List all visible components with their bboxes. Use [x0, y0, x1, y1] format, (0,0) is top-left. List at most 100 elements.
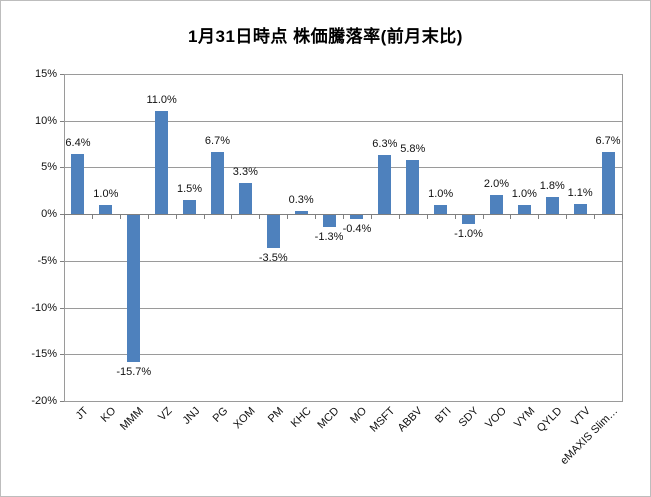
x-tick-mark — [370, 215, 372, 220]
bar-sdy — [462, 215, 476, 225]
x-tick-mark — [594, 215, 596, 220]
data-label-pm: -3.5% — [258, 251, 288, 264]
data-label-khc: 0.3% — [288, 194, 314, 207]
x-tick-mark — [510, 215, 512, 220]
data-label-mmm: -15.7% — [116, 365, 152, 378]
gridline--20% — [64, 401, 622, 402]
gridline--5% — [64, 260, 622, 262]
x-tick-mark — [175, 215, 177, 220]
category-label-msft: MSFT — [367, 405, 398, 435]
category-label-xom: XOM — [231, 405, 258, 432]
x-tick-mark — [231, 215, 233, 220]
bar-jnj — [183, 200, 197, 215]
x-tick-mark — [566, 215, 568, 220]
y-tick-label-0: 0% — [41, 208, 57, 221]
data-label-ko: 1.0% — [93, 187, 119, 200]
data-label-qyld: 1.8% — [539, 180, 565, 193]
data-label-vym: 1.0% — [511, 187, 537, 200]
category-label-jt: JT — [73, 405, 91, 423]
category-label-khc: KHC — [288, 405, 314, 430]
y-tick-mark — [60, 120, 64, 122]
category-label-sdy: SDY — [456, 405, 482, 430]
data-label-bti: 1.0% — [428, 187, 454, 200]
bar-msft — [378, 155, 392, 215]
data-label-mo: -0.4% — [342, 222, 372, 235]
x-tick-mark — [343, 215, 344, 220]
category-label-voo: VOO — [483, 405, 509, 431]
bar-pg — [210, 151, 224, 215]
data-label-sdy: -1.0% — [454, 228, 483, 241]
bar-vtv — [573, 203, 587, 215]
data-label-pg: 6.7% — [204, 134, 230, 147]
x-tick-mark — [287, 215, 289, 220]
gridline--10% — [64, 307, 622, 309]
bar-vym — [517, 204, 531, 215]
y-tick-mark — [60, 307, 64, 309]
bar-abbv — [406, 159, 420, 215]
category-label-mcd: MCD — [315, 405, 342, 432]
plot-border-left — [64, 74, 65, 401]
x-tick-mark — [482, 215, 484, 220]
bar-voo — [489, 195, 503, 215]
data-label-mcd: -1.3% — [314, 231, 344, 244]
data-label-vtv: 1.1% — [567, 186, 593, 199]
x-tick-mark — [315, 215, 317, 220]
bar-khc — [294, 211, 308, 215]
bar-pm — [266, 215, 280, 248]
category-label-mo: MO — [348, 405, 370, 427]
data-label-emaxis-slim: 6.7% — [595, 134, 621, 147]
gridline--15% — [64, 354, 622, 356]
x-tick-mark — [91, 215, 93, 220]
category-label-bti: BTI — [432, 405, 454, 426]
x-tick-mark — [426, 215, 428, 220]
data-label-msft: 6.3% — [372, 138, 398, 151]
category-label-qyld: QYLD — [535, 405, 565, 435]
x-tick-mark — [147, 215, 149, 220]
category-label-pg: PG — [210, 405, 230, 425]
bar-mcd — [322, 215, 336, 228]
x-tick-mark — [622, 215, 623, 220]
data-label-voo: 2.0% — [483, 178, 509, 191]
bar-ko — [99, 204, 113, 215]
y-tick-label-20: -20% — [31, 395, 57, 407]
y-tick-mark — [60, 260, 64, 262]
y-tick-mark — [60, 401, 64, 402]
gridline-10% — [64, 120, 622, 122]
y-tick-label-10: 10% — [34, 114, 57, 127]
plot-border-right — [622, 74, 623, 402]
category-label-mmm: MMM — [118, 405, 147, 433]
x-tick-mark — [203, 215, 205, 220]
category-label-vym: VYM — [511, 405, 537, 431]
bar-xom — [238, 183, 252, 215]
y-tick-label-15: 15% — [34, 68, 57, 80]
y-tick-label-5: 5% — [41, 161, 57, 174]
data-label-abbv: 5.8% — [400, 142, 426, 155]
y-tick-mark — [60, 214, 64, 216]
x-tick-mark — [454, 215, 456, 220]
data-label-jt: 6.4% — [65, 137, 91, 150]
bar-bti — [434, 204, 448, 215]
bar-emaxis-slim — [601, 151, 615, 215]
data-label-vz: 11.0% — [146, 94, 177, 107]
data-label-jnj: 1.5% — [177, 183, 203, 196]
chart-title: 1月31日時点 株価騰落率(前月末比) — [188, 27, 463, 46]
y-tick-label-15: -15% — [31, 348, 57, 361]
y-tick-mark — [60, 354, 64, 356]
category-label-jnj: JNJ — [180, 405, 203, 427]
gridline-5% — [64, 167, 622, 169]
category-label-abbv: ABBV — [395, 405, 426, 435]
category-label-vz: VZ — [155, 405, 175, 424]
category-label-pm: PM — [265, 405, 286, 426]
data-label-xom: 3.3% — [232, 166, 258, 179]
y-tick-label-5: -5% — [37, 254, 57, 267]
y-tick-mark — [60, 167, 64, 169]
bar-vz — [155, 111, 169, 215]
y-tick-label-10: -10% — [31, 301, 57, 314]
bar-mo — [350, 215, 364, 219]
category-label-ko: KO — [98, 405, 119, 425]
x-tick-mark — [64, 215, 65, 220]
x-tick-mark — [398, 215, 400, 220]
bar-mmm — [127, 215, 141, 362]
x-tick-mark — [259, 215, 261, 220]
